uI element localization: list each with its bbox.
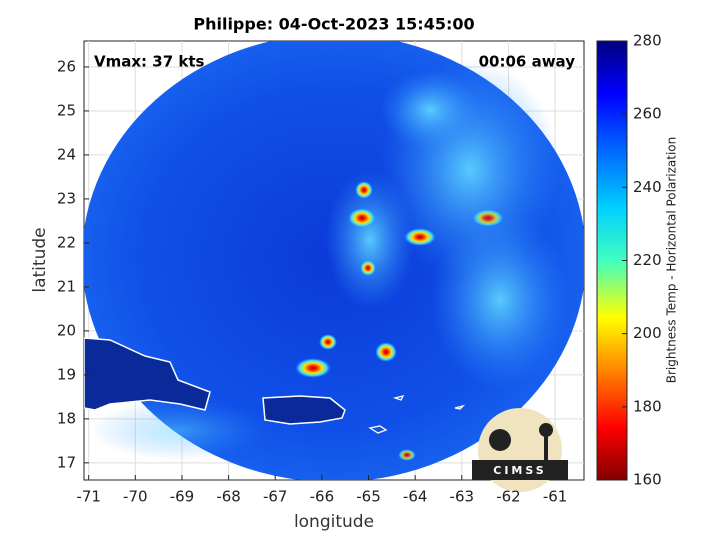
convection: [472, 209, 504, 227]
y-tick-label: 24: [57, 145, 76, 163]
colorbar-tick-label: 260: [633, 105, 662, 123]
convection: [404, 228, 436, 246]
y-tick-label: 22: [57, 233, 76, 251]
cloud: [325, 170, 415, 310]
colorbar-tick-label: 240: [633, 178, 662, 196]
x-tick-label: -62: [496, 488, 521, 506]
cloud: [430, 210, 570, 390]
annotation: 00:06 away: [479, 53, 576, 71]
y-tick-label: 21: [57, 277, 76, 295]
y-axis-label: latitude: [30, 227, 50, 292]
logo-dish: [489, 429, 511, 451]
convection: [360, 260, 376, 276]
x-tick-label: -61: [543, 488, 568, 506]
logo-tank: [539, 423, 553, 437]
convection: [319, 334, 337, 350]
colorbar-tick-label: 280: [633, 32, 662, 50]
x-tick-label: -67: [263, 488, 288, 506]
convection: [398, 449, 416, 461]
x-tick-label: -68: [216, 488, 241, 506]
convection: [375, 342, 397, 362]
colorbar-label: Brightness Temp - Horizontal Polarizatio…: [665, 137, 679, 384]
colorbar-tick-label: 180: [633, 397, 662, 415]
x-tick-label: -66: [310, 488, 335, 506]
y-tick-label: 18: [57, 409, 76, 427]
islands: [368, 395, 466, 434]
x-tick-label: -64: [403, 488, 428, 506]
logo-text: CIMSS: [493, 464, 546, 477]
cloud: [380, 70, 480, 150]
hispaniola: [84, 337, 211, 411]
cimss-logo: CIMSS: [472, 408, 568, 492]
x-axis-label: longitude: [294, 512, 374, 532]
x-tick-label: -70: [123, 488, 148, 506]
y-tick-label: 19: [57, 365, 76, 383]
satellite-swath: [84, 41, 584, 480]
cloud: [90, 400, 270, 460]
y-tick-label: 25: [57, 101, 76, 119]
colorbar-tick-label: 160: [633, 471, 662, 489]
annotation: Vmax: 37 kts: [94, 53, 204, 71]
y-tick-label: 17: [57, 453, 76, 471]
y-tick-label: 26: [57, 57, 76, 75]
y-tick-label: 23: [57, 189, 76, 207]
chart-title: Philippe: 04-Oct-2023 15:45:00: [193, 15, 474, 34]
colorbar-tick-label: 220: [633, 251, 662, 269]
puerto-rico: [262, 395, 346, 425]
convection: [348, 208, 376, 228]
convection: [295, 358, 331, 378]
x-tick-label: -71: [76, 488, 101, 506]
logo-band: [472, 460, 568, 480]
y-tick-label: 20: [57, 321, 76, 339]
convection: [355, 181, 373, 199]
x-tick-label: -69: [170, 488, 195, 506]
colorbar-tick-label: 200: [633, 324, 662, 342]
x-tick-label: -65: [356, 488, 381, 506]
logo-tower: [544, 432, 548, 460]
x-tick-label: -63: [450, 488, 475, 506]
